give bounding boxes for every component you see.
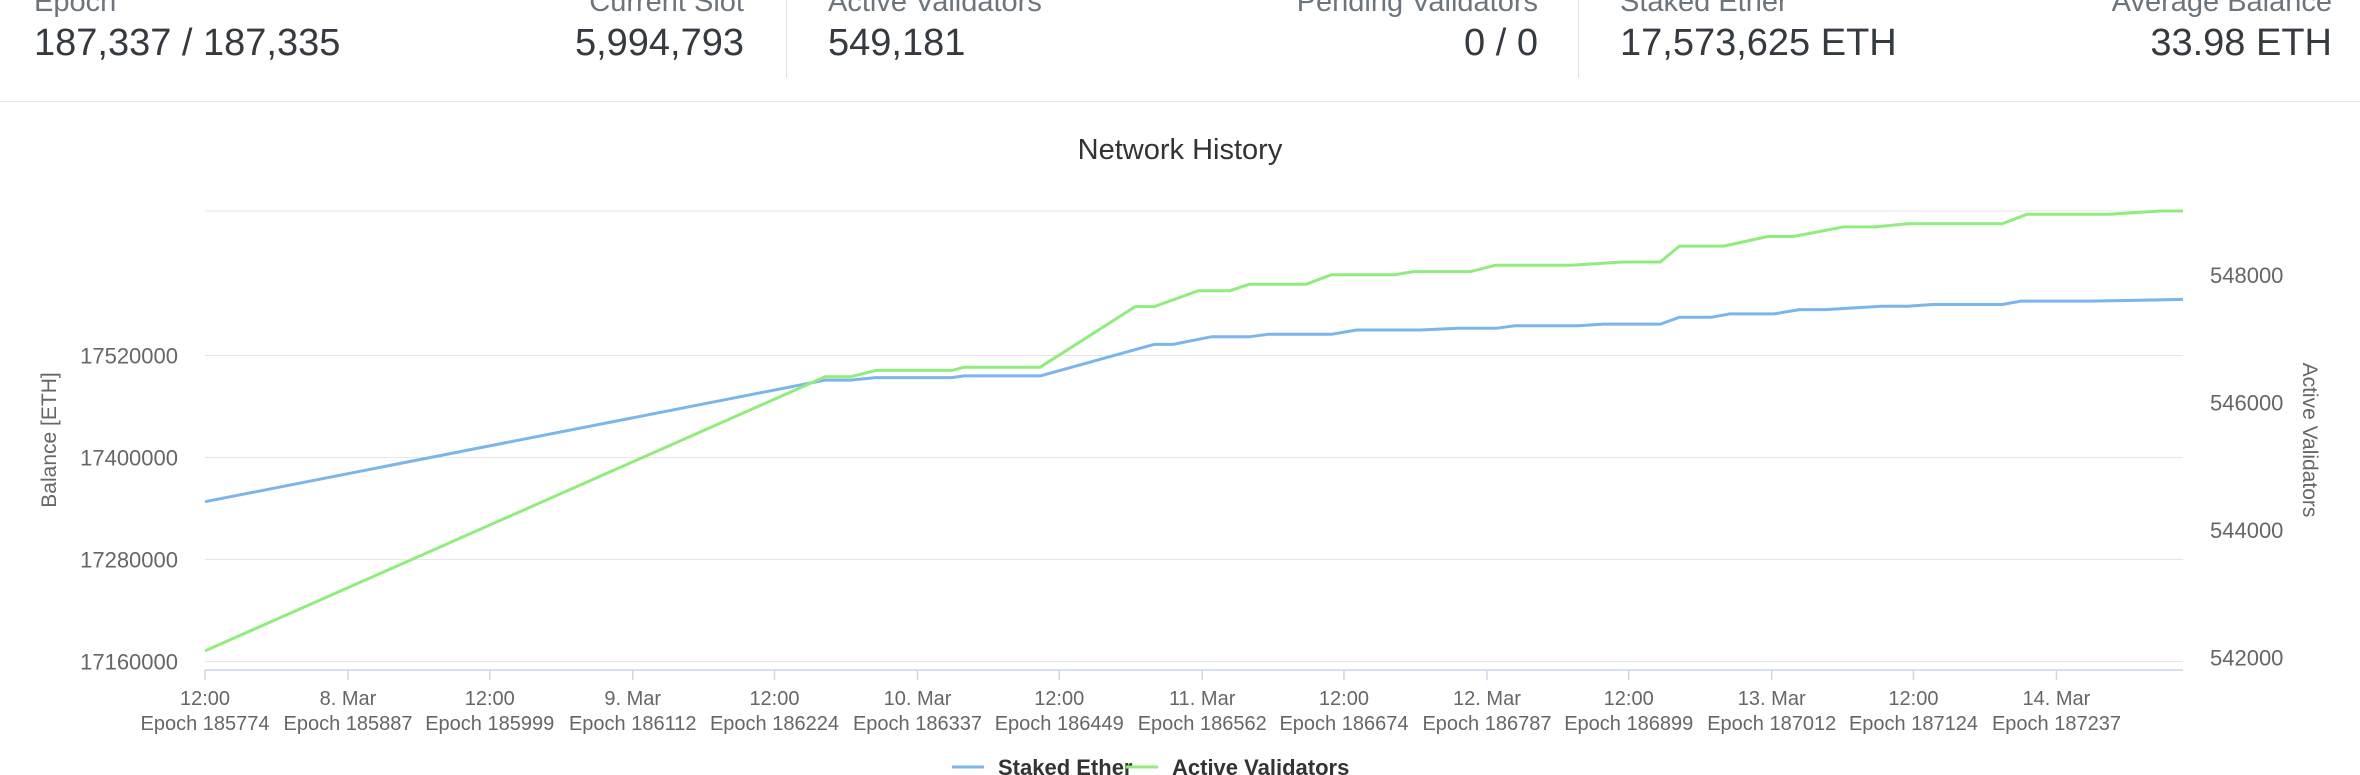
chart-grid	[205, 210, 2183, 662]
network-stats-bar: Epoch 187,337 / 187,335 Current Slot 5,9…	[0, 0, 2360, 102]
validators-group: Active Validators 549,181 Pending Valida…	[828, 0, 1538, 78]
y-axis-title: Balance [ETH]	[38, 372, 61, 507]
x-tick-label: 9. Mar	[604, 688, 661, 710]
x-tick-label: 10. Mar	[884, 688, 952, 710]
stat-divider	[1578, 0, 1579, 78]
x-tick-epoch-label: Epoch 185887	[283, 713, 412, 735]
active-validators-line	[204, 209, 2183, 653]
x-tick-epoch-label: Epoch 187237	[1992, 713, 2121, 735]
x-tick-epoch-label: Epoch 186224	[710, 713, 839, 735]
epoch-value: 187,337 / 187,335	[34, 22, 341, 64]
active-validators-label: Active Validators	[828, 0, 1042, 18]
y-tick-label: 17520000	[80, 344, 178, 369]
current-slot-label: Current Slot	[589, 0, 744, 18]
y2-tick-label: 546000	[2210, 390, 2283, 415]
x-tick-epoch-label: Epoch 186562	[1138, 713, 1267, 735]
x-tick-label: 12:00	[1319, 688, 1369, 710]
pending-validators-label: Pending Validators	[1296, 0, 1538, 18]
legend-item-staked-ether[interactable]: Staked Ether	[952, 755, 1133, 775]
x-tick-label: 13. Mar	[1738, 688, 1806, 710]
chart-title: Network History	[1078, 134, 1283, 166]
x-tick-label: 12. Mar	[1453, 688, 1521, 710]
x-tick-epoch-label: Epoch 187012	[1707, 713, 1836, 735]
x-tick-label: 12:00	[1604, 688, 1654, 710]
x-tick-epoch-label: Epoch 185774	[140, 713, 269, 735]
average-balance-label: Average Balance	[2111, 0, 2332, 18]
current-slot-value: 5,994,793	[574, 22, 744, 64]
staked-ether-value: 17,573,625 ETH	[1620, 22, 1897, 64]
x-tick-label: 11. Mar	[1169, 688, 1236, 710]
chart-series	[204, 209, 2184, 653]
x-tick-label: 12:00	[1034, 688, 1084, 710]
legend-label: Staked Ether	[998, 755, 1133, 775]
x-tick-epoch-label: Epoch 186674	[1279, 713, 1408, 735]
epoch-label: Epoch	[34, 0, 117, 18]
ether-group: Staked Ether 17,573,625 ETH Average Bala…	[1620, 0, 2332, 78]
staked-ether-label: Staked Ether	[1620, 0, 1788, 18]
x-tick-epoch-label: Epoch 185999	[425, 713, 554, 735]
x-tick-label: 8. Mar	[320, 688, 377, 710]
x-tick-label: 12:00	[749, 688, 799, 710]
x-tick-epoch-label: Epoch 187124	[1849, 713, 1978, 735]
staked-ether-line	[204, 297, 2184, 504]
stat-divider	[786, 0, 787, 78]
y2-tick-label: 548000	[2210, 263, 2283, 288]
y2-tick-label: 542000	[2210, 645, 2283, 670]
y-tick-label: 17400000	[80, 446, 178, 471]
legend-item-active-validators[interactable]: Active Validators	[1126, 755, 1349, 775]
chart-legend: Staked Ether Active Validators	[952, 755, 1349, 775]
x-tick-epoch-label: Epoch 186787	[1422, 713, 1551, 735]
x-tick-epoch-label: Epoch 186337	[853, 713, 982, 735]
x-tick-label: 14. Mar	[2023, 688, 2091, 710]
network-history-chart: Network History 17160000 17280000 17400000…	[38, 134, 2321, 775]
y2-tick-label: 544000	[2210, 518, 2283, 543]
y-tick-label: 17160000	[80, 650, 178, 675]
chart-axes: 17160000 17280000 17400000 17520000 542000 54…	[38, 263, 2321, 735]
x-tick-label: 12:00	[465, 688, 515, 710]
x-tick-epoch-label: Epoch 186112	[569, 713, 697, 735]
x-tick-epoch-label: Epoch 186899	[1564, 713, 1693, 735]
average-balance-value: 33.98 ETH	[2150, 22, 2332, 64]
x-tick-label: 12:00	[1888, 688, 1938, 710]
y2-axis-title: Active Validators	[2298, 363, 2321, 518]
y-tick-label: 17280000	[80, 548, 178, 573]
epoch-slot-group: Epoch 187,337 / 187,335 Current Slot 5,9…	[34, 0, 744, 78]
x-tick-label: 12:00	[180, 688, 230, 710]
pending-validators-value: 0 / 0	[1464, 22, 1538, 64]
legend-label: Active Validators	[1172, 755, 1349, 775]
active-validators-value: 549,181	[828, 22, 966, 64]
x-tick-epoch-label: Epoch 186449	[995, 713, 1124, 735]
